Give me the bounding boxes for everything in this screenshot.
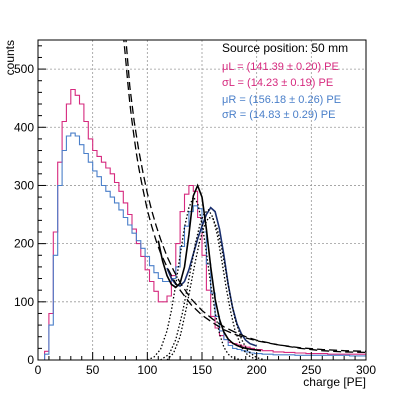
y-tick-label: 400	[14, 120, 34, 134]
series-dotted-7	[160, 208, 258, 360]
x-tick-label: 200	[247, 363, 267, 377]
axis-layer: 0 50 100 150 200 250 300 0 100 200 300 400 500	[14, 45, 376, 377]
x-axis-label: charge [PE]	[303, 375, 366, 389]
legend-entry-mu-left: μL = (141.39 ± 0.20) PE	[222, 61, 339, 73]
legend-entry-sigma-left: σL = (14.23 ± 0.19) PE	[222, 77, 333, 89]
plot-area	[40, 40, 366, 360]
y-tick-label: 500	[14, 62, 34, 76]
series-dotted-6	[147, 195, 246, 360]
x-tick-label: 0	[35, 363, 42, 377]
series-dashed-5	[125, 40, 366, 354]
x-tick-label: 300	[356, 363, 376, 377]
series-layer	[40, 40, 366, 360]
legend-header: Source position: 50 mm	[222, 41, 348, 55]
x-tick-label: 100	[137, 363, 157, 377]
y-tick-label: 100	[14, 295, 34, 309]
series-histogram-1	[40, 132, 366, 360]
y-axis-label: counts	[3, 40, 17, 75]
y-tick-label: 0	[27, 353, 34, 367]
legend-entry-sigma-right: σR = (14.83 ± 0.29) PE	[222, 109, 335, 121]
series-fit-solid-3	[157, 183, 262, 352]
x-tick-label: 150	[192, 363, 212, 377]
legend-entry-mu-right: μR = (156.18 ± 0.26) PE	[222, 94, 341, 106]
series-dotted-8	[166, 216, 266, 360]
x-tick-label: 250	[301, 363, 321, 377]
legend: Source position: 50 mm μL = (141.39 ± 0.…	[222, 41, 348, 121]
series-histogram-0	[40, 88, 366, 360]
y-tick-label: 300	[14, 178, 34, 192]
y-tick-label: 200	[14, 237, 34, 251]
x-tick-label: 50	[86, 363, 100, 377]
